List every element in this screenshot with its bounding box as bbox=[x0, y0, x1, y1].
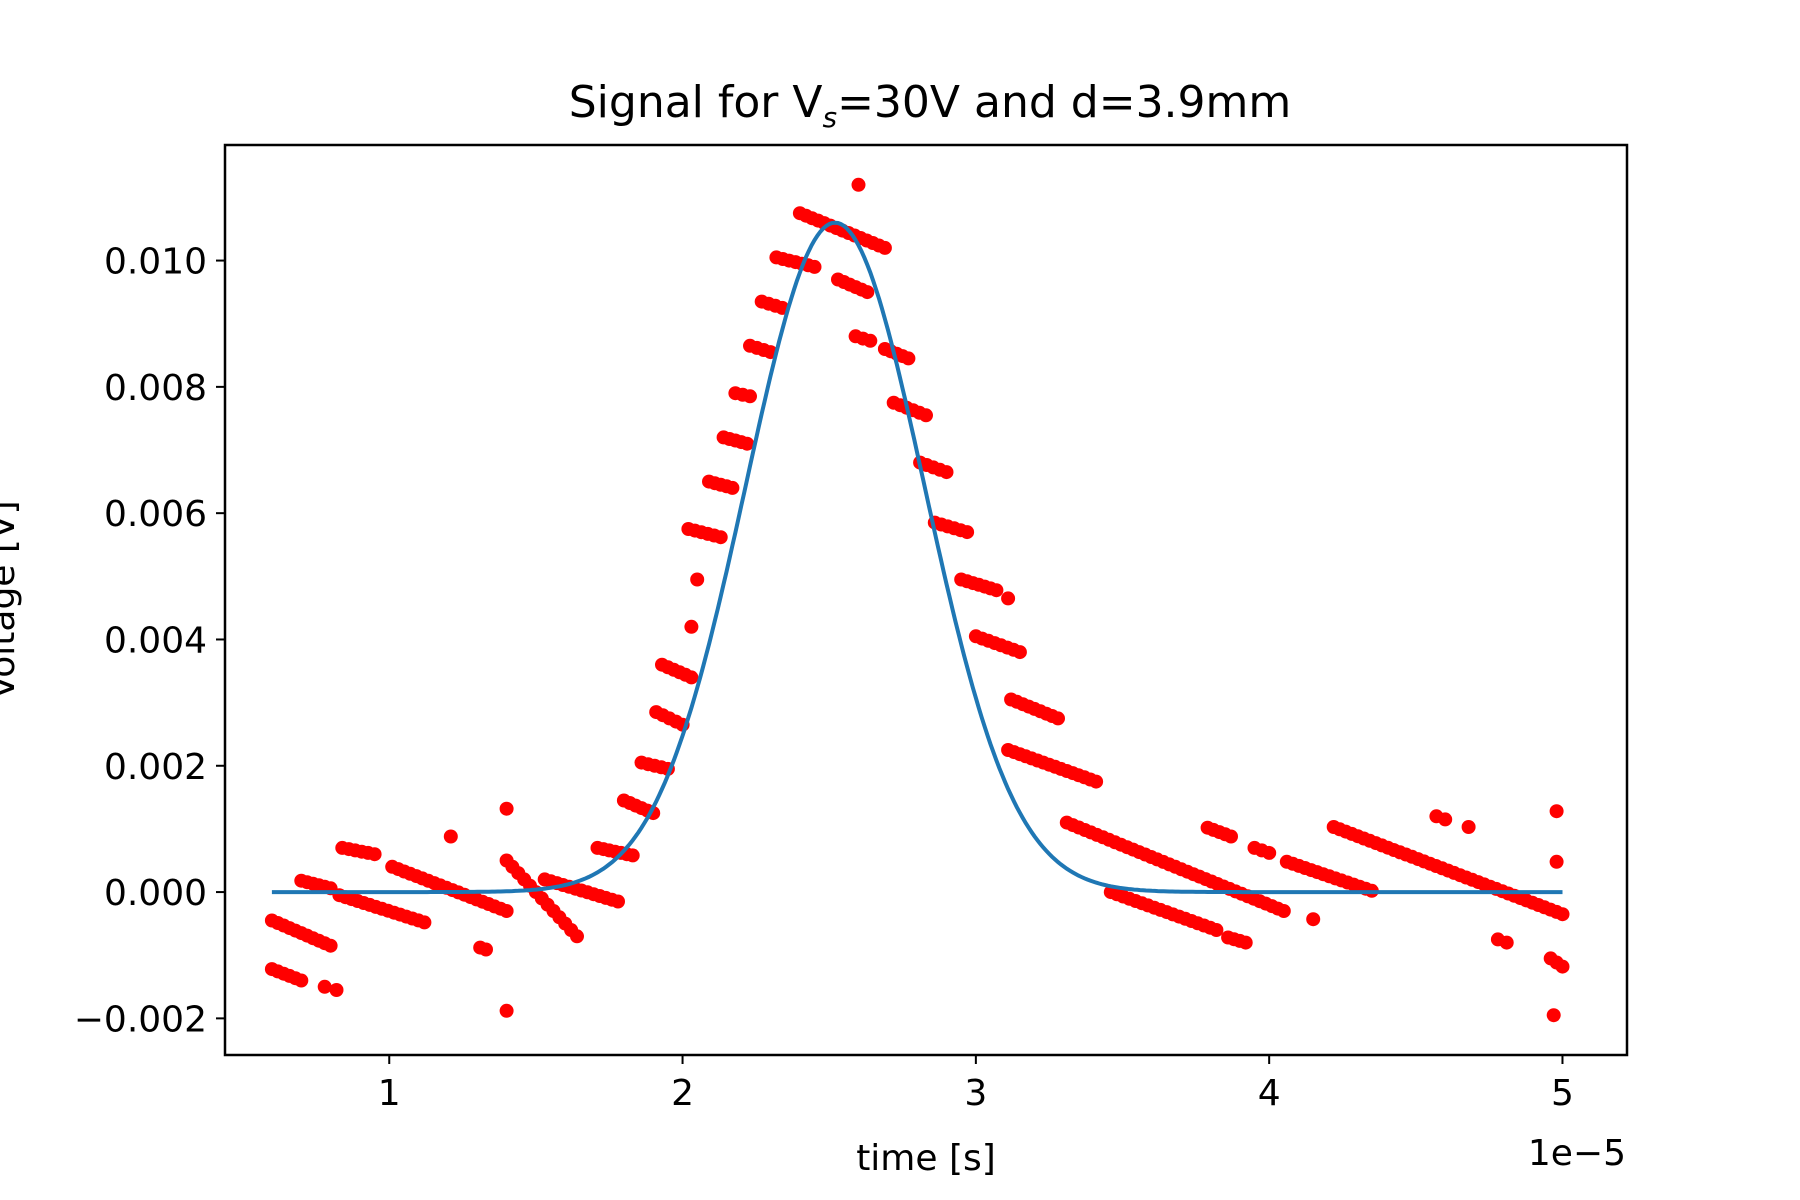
data-point bbox=[939, 465, 954, 480]
data-point bbox=[740, 436, 755, 451]
data-point bbox=[611, 894, 625, 909]
data-point bbox=[329, 983, 344, 997]
y-tick-label: 0.010 bbox=[104, 242, 207, 283]
x-tick-label: 4 bbox=[1258, 1073, 1281, 1114]
data-point bbox=[417, 915, 432, 930]
data-point bbox=[499, 801, 514, 816]
data-point bbox=[1209, 923, 1224, 937]
plot-area bbox=[264, 177, 1570, 1023]
data-point bbox=[1262, 845, 1277, 860]
data-point bbox=[499, 1003, 514, 1018]
chart-title: Signal for Vs=30V and d=3.9mm bbox=[569, 77, 1292, 134]
data-point bbox=[1306, 912, 1321, 927]
data-point bbox=[1555, 907, 1570, 922]
data-point bbox=[317, 979, 332, 994]
data-point bbox=[294, 973, 309, 988]
data-point bbox=[323, 938, 338, 953]
x-tick-label: 3 bbox=[964, 1073, 987, 1114]
data-point bbox=[863, 333, 878, 348]
data-point bbox=[851, 177, 866, 192]
y-tick-label: 0.002 bbox=[104, 747, 207, 788]
fit-curve bbox=[271, 220, 1563, 895]
data-point bbox=[1555, 959, 1570, 974]
data-point bbox=[625, 848, 640, 863]
x-tick-label: 2 bbox=[671, 1073, 694, 1114]
data-point bbox=[1089, 774, 1104, 789]
data-point bbox=[1276, 904, 1291, 918]
data-point bbox=[1001, 591, 1016, 606]
data-point bbox=[1051, 711, 1065, 726]
y-tick-label: 0.004 bbox=[104, 620, 207, 661]
chart-title-subscript: s bbox=[822, 101, 837, 134]
data-point bbox=[443, 829, 458, 844]
data-point bbox=[1224, 829, 1238, 844]
data-point bbox=[1549, 854, 1564, 869]
data-point bbox=[1012, 645, 1027, 660]
x-axis-title: time [s] bbox=[856, 1138, 996, 1179]
data-point bbox=[877, 240, 892, 255]
data-point bbox=[684, 619, 699, 634]
chart-title-suffix: =30V and d=3.9mm bbox=[837, 77, 1291, 128]
data-point bbox=[919, 408, 933, 423]
data-point bbox=[1461, 820, 1476, 834]
data-point bbox=[570, 929, 584, 944]
y-tick-label: 0.008 bbox=[104, 368, 207, 409]
data-point bbox=[1499, 935, 1514, 950]
data-point bbox=[1438, 812, 1453, 827]
data-point bbox=[479, 942, 493, 957]
data-point bbox=[1546, 1008, 1561, 1023]
data-point bbox=[901, 351, 916, 366]
y-tick-label: 0.006 bbox=[104, 494, 207, 535]
data-point bbox=[684, 670, 699, 685]
x-offset-label: 1e−5 bbox=[1528, 1133, 1626, 1174]
chart-title-prefix: Signal for V bbox=[569, 77, 823, 128]
data-point bbox=[367, 847, 382, 862]
data-point bbox=[960, 525, 975, 540]
data-point bbox=[725, 480, 740, 495]
y-tick-label: 0.000 bbox=[104, 873, 207, 914]
data-point bbox=[713, 530, 728, 545]
axes-ticks: 1 2 3 4 5 −0.002 0.000 0.002 0.004 0.006 0.008 0.01… bbox=[74, 242, 1574, 1114]
data-point bbox=[690, 572, 705, 587]
data-point bbox=[1549, 804, 1564, 819]
x-tick-label: 1 bbox=[378, 1073, 401, 1114]
data-point bbox=[807, 259, 822, 274]
plot-frame bbox=[223, 143, 1629, 1057]
data-point bbox=[860, 285, 875, 300]
data-point bbox=[499, 904, 514, 918]
data-point bbox=[1238, 935, 1253, 950]
y-tick-label: −0.002 bbox=[74, 999, 207, 1040]
data-point bbox=[989, 583, 1004, 598]
x-tick-label: 5 bbox=[1551, 1073, 1574, 1114]
data-point bbox=[743, 389, 757, 404]
y-axis-title: Voltage [V] bbox=[0, 500, 23, 699]
